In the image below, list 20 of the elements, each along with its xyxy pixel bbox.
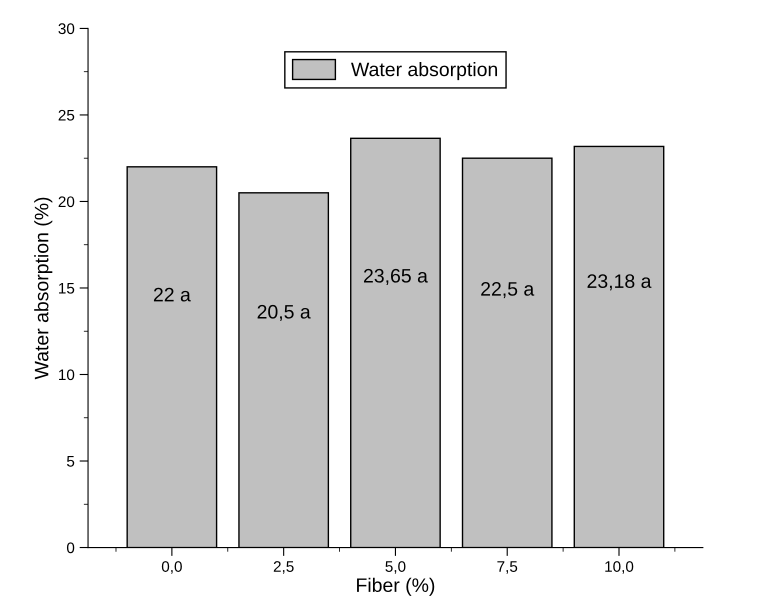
- x-tick-label: 10,0: [605, 561, 634, 574]
- data-label: 22,5 a: [481, 282, 534, 298]
- data-label: 23,65 a: [364, 268, 428, 285]
- data-label: 20,5 a: [258, 304, 311, 321]
- x-tick-label: 5,0: [385, 561, 406, 574]
- data-label: 23,18 a: [588, 274, 652, 290]
- x-tick-label: 2,5: [274, 561, 294, 574]
- y-tick-label: 20: [58, 196, 74, 208]
- y-tick-label: 15: [59, 283, 74, 294]
- y-tick-label: 25: [58, 110, 74, 121]
- y-tick-label: 0: [66, 542, 74, 554]
- legend-label: Water absorption: [351, 62, 498, 80]
- x-tick-label: 7,5: [497, 561, 518, 574]
- y-axis-title: Water absorption (%): [34, 198, 52, 380]
- y-tick-label: 30: [58, 23, 74, 34]
- x-axis-title: Fiber (%): [357, 578, 434, 596]
- data-label: 22 a: [154, 288, 191, 302]
- y-tick-label: 10: [59, 369, 74, 380]
- y-tick-label: 5: [66, 456, 74, 467]
- x-tick-label: 0,0: [162, 561, 182, 574]
